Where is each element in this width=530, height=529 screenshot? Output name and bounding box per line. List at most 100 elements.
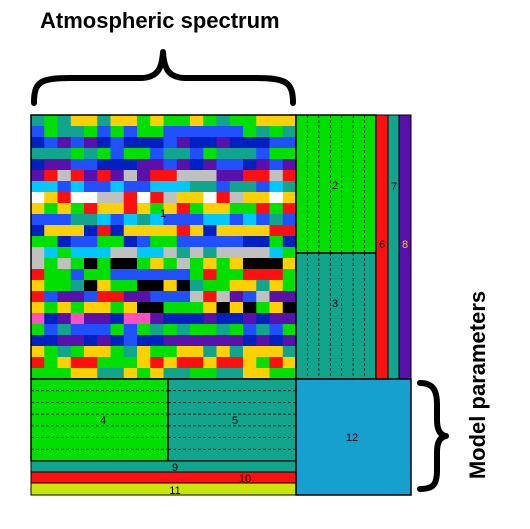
heatmap-cell: [282, 280, 297, 292]
heatmap-cell: [97, 247, 111, 259]
heatmap-cell: [57, 181, 72, 193]
heatmap-cell: [269, 291, 284, 303]
heatmap-cell: [97, 170, 111, 182]
heatmap-cell: [163, 115, 178, 127]
heatmap-cell: [57, 126, 72, 138]
heatmap-cell: [84, 148, 98, 160]
heatmap-cell: [44, 115, 58, 127]
heatmap-cell: [123, 324, 138, 336]
heatmap-cell: [229, 137, 244, 149]
heatmap-cell: [229, 148, 244, 160]
heatmap-cell: [282, 159, 297, 171]
heatmap-cell: [243, 280, 257, 292]
heatmap-cell: [269, 302, 284, 314]
heatmap-cell: [216, 181, 231, 193]
heatmap-cell: [203, 302, 217, 314]
heatmap-cell: [163, 137, 178, 149]
heatmap-cell: [110, 269, 125, 281]
heatmap-cell: [163, 126, 178, 138]
heatmap-cell: [84, 203, 98, 215]
heatmap-cell: [44, 368, 58, 380]
heatmap-cell: [57, 203, 72, 215]
heatmap-cell: [123, 236, 138, 248]
heatmap-cell: [31, 181, 45, 193]
heatmap-cell: [229, 291, 244, 303]
heatmap-cell: [84, 225, 98, 237]
heatmap-cell: [163, 236, 178, 248]
heatmap-cell: [190, 236, 204, 248]
heatmap-cell: [97, 335, 111, 347]
heatmap-cell: [137, 302, 151, 314]
heatmap-cell: [150, 214, 164, 226]
heatmap-cell: [256, 181, 270, 193]
heatmap-cell: [256, 148, 270, 160]
heatmap-cell: [44, 324, 58, 336]
heatmap-cell: [97, 115, 111, 127]
heatmap-cell: [256, 247, 270, 259]
heatmap-cell: [123, 368, 138, 380]
heatmap-cell: [110, 280, 125, 292]
heatmap-cell: [150, 115, 164, 127]
heatmap-cell: [282, 170, 297, 182]
heatmap-cell: [137, 137, 151, 149]
heatmap-cell: [97, 258, 111, 270]
heatmap-cell: [137, 346, 151, 358]
heatmap-cell: [216, 126, 231, 138]
heatmap-cell: [97, 302, 111, 314]
heatmap-cell: [57, 269, 72, 281]
heatmap-cell: [70, 258, 85, 270]
heatmap-cell: [110, 346, 125, 358]
heatmap-cell: [57, 357, 72, 369]
heatmap-cell: [176, 181, 191, 193]
heatmap-cell: [44, 291, 58, 303]
heatmap-cell: [243, 203, 257, 215]
heatmap-cell: [216, 346, 231, 358]
heatmap-cell: [163, 159, 178, 171]
heatmap-cell: [110, 181, 125, 193]
heatmap-cell: [190, 214, 204, 226]
heatmap-cell: [256, 335, 270, 347]
heatmap-cell: [97, 368, 111, 380]
heatmap-cell: [243, 137, 257, 149]
heatmap-cell: [57, 225, 72, 237]
heatmap-cell: [110, 126, 125, 138]
heatmap-cell: [44, 159, 58, 171]
heatmap-cell: [57, 148, 72, 160]
heatmap-cell: [137, 280, 151, 292]
heatmap-cell: [137, 181, 151, 193]
heatmap-cell: [203, 148, 217, 160]
heatmap-cell: [229, 313, 244, 325]
heatmap-cell: [163, 170, 178, 182]
heatmap-cell: [97, 280, 111, 292]
heatmap-cell: [203, 225, 217, 237]
heatmap-cell: [44, 247, 58, 259]
heatmap-cell: [123, 258, 138, 270]
heatmap-cell: [216, 225, 231, 237]
heatmap-cell: [269, 148, 284, 160]
heatmap-cell: [269, 346, 284, 358]
heatmap-cell: [203, 258, 217, 270]
heatmap-cell: [203, 313, 217, 325]
heatmap-cell: [256, 368, 270, 380]
heatmap-cell: [110, 258, 125, 270]
heatmap-cell: [137, 247, 151, 259]
heatmap-cell: [44, 148, 58, 160]
heatmap-cell: [203, 280, 217, 292]
heatmap-cell: [150, 324, 164, 336]
heatmap-cell: [123, 313, 138, 325]
heatmap-cell: [44, 181, 58, 193]
heatmap-cell: [163, 313, 178, 325]
heatmap-cell: [123, 346, 138, 358]
heatmap-cell: [243, 225, 257, 237]
heatmap-cell: [97, 346, 111, 358]
heatmap-cell: [256, 280, 270, 292]
heatmap-cell: [97, 126, 111, 138]
heatmap-cell: [256, 291, 270, 303]
heatmap-cell: [84, 247, 98, 259]
heatmap-cell: [84, 291, 98, 303]
heatmap-cell: [163, 291, 178, 303]
heatmap-cell: [269, 258, 284, 270]
heatmap-cell: [176, 170, 191, 182]
heatmap-cell: [31, 258, 45, 270]
heatmap-cell: [282, 346, 297, 358]
